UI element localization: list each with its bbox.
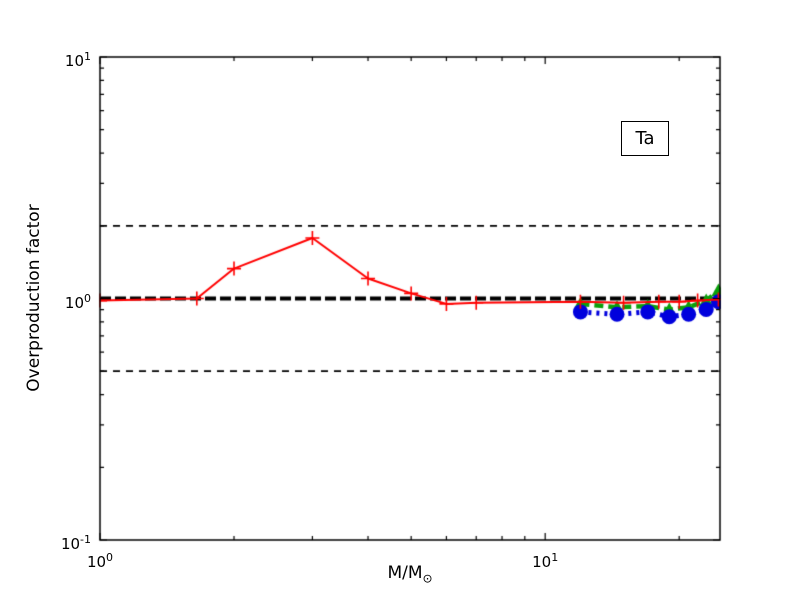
x-axis-label-main: M/M	[387, 563, 423, 583]
isotope-label-box: Ta	[621, 121, 669, 156]
x-axis-label: M/M⊙	[310, 563, 510, 585]
y-axis-tick-label: 101	[64, 50, 91, 70]
y-axis-label: Overproduction factor	[24, 204, 44, 392]
isotope-label: Ta	[635, 128, 655, 149]
solar-mass-symbol: ⊙	[422, 571, 433, 586]
y-axis-tick-label: 10-1	[60, 533, 91, 553]
x-axis-tick-label: 101	[532, 551, 559, 571]
y-axis-tick-label: 100	[64, 291, 91, 312]
x-axis-tick-label: 100	[86, 551, 114, 571]
